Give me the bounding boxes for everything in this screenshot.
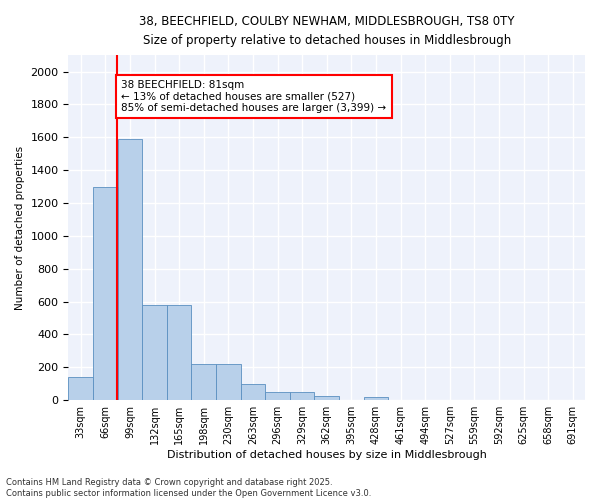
Title: 38, BEECHFIELD, COULBY NEWHAM, MIDDLESBROUGH, TS8 0TY
Size of property relative : 38, BEECHFIELD, COULBY NEWHAM, MIDDLESBR… — [139, 15, 514, 47]
Bar — [216, 364, 241, 400]
Bar — [364, 397, 388, 400]
Text: 38 BEECHFIELD: 81sqm
← 13% of detached houses are smaller (527)
85% of semi-deta: 38 BEECHFIELD: 81sqm ← 13% of detached h… — [121, 80, 386, 113]
Y-axis label: Number of detached properties: Number of detached properties — [15, 146, 25, 310]
Bar — [290, 392, 314, 400]
X-axis label: Distribution of detached houses by size in Middlesbrough: Distribution of detached houses by size … — [167, 450, 487, 460]
Bar — [241, 384, 265, 400]
Bar — [265, 392, 290, 400]
Text: Contains HM Land Registry data © Crown copyright and database right 2025.
Contai: Contains HM Land Registry data © Crown c… — [6, 478, 371, 498]
Bar — [68, 377, 93, 400]
Bar — [93, 188, 118, 400]
Bar — [191, 364, 216, 400]
Bar — [142, 305, 167, 400]
Bar — [314, 396, 339, 400]
Bar — [167, 305, 191, 400]
Bar — [118, 139, 142, 400]
